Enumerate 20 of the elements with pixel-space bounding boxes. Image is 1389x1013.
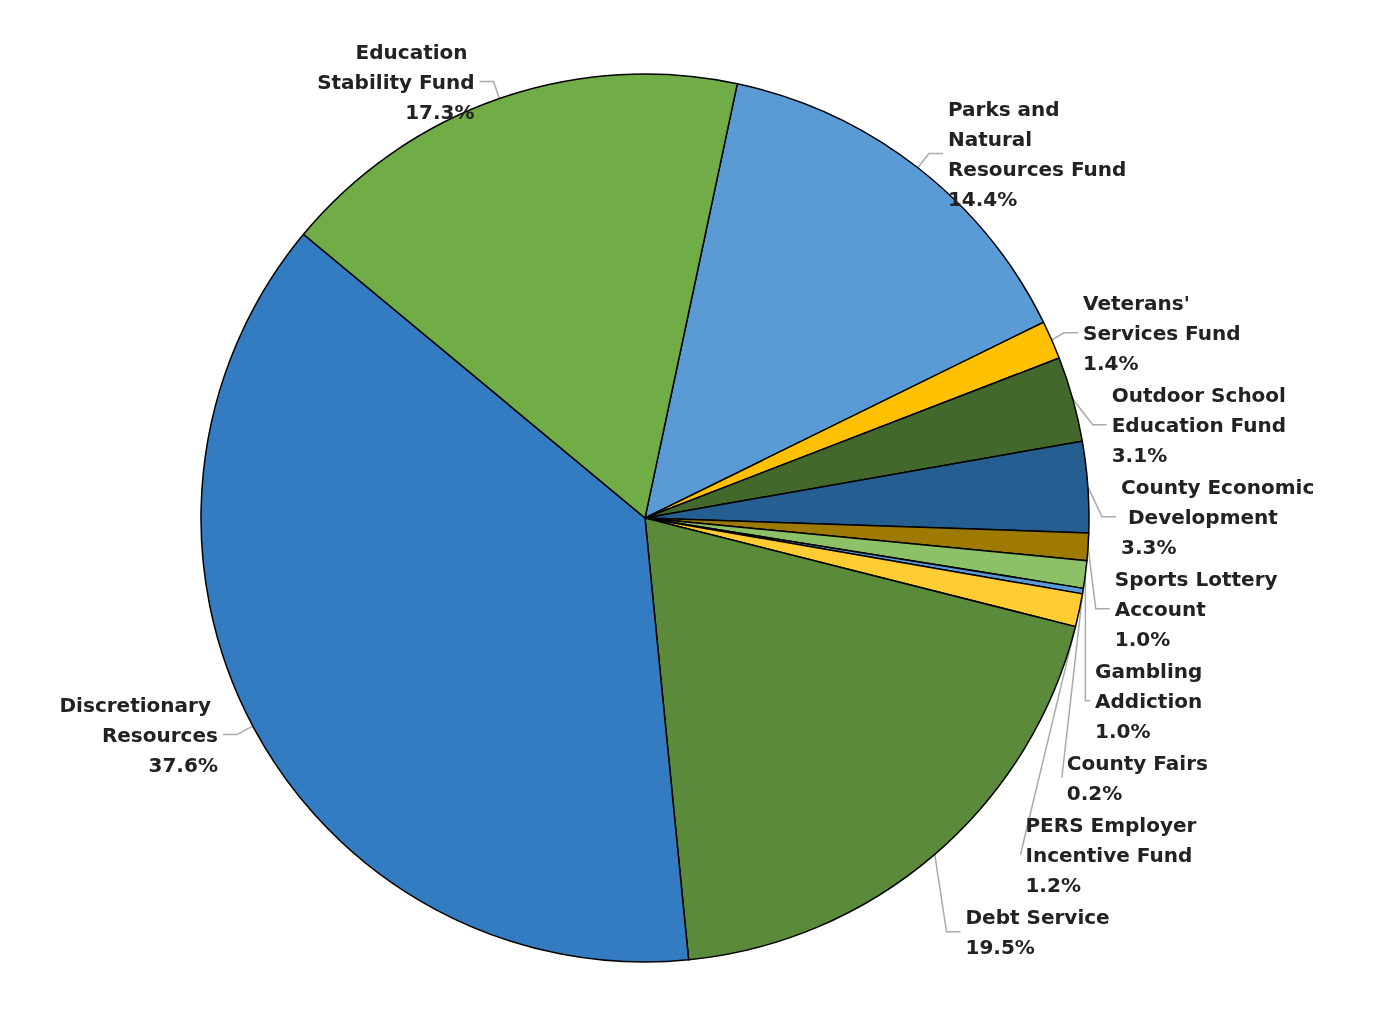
data-label: 3.1% xyxy=(1111,442,1168,467)
slice-label: Parks and Natural Resources Fund xyxy=(947,96,1127,181)
slice-label: Veterans' Services Fund xyxy=(1083,290,1241,345)
data-label: 1.0% xyxy=(1095,718,1151,743)
slice-label: PERS Employer Incentive Fund xyxy=(1025,812,1204,867)
slice-label: Outdoor School Education Fund xyxy=(1111,382,1293,437)
data-label: 1.0% xyxy=(1114,626,1171,651)
slice-label: Discretionary Resources xyxy=(59,692,218,747)
slice-label: County Economic Development xyxy=(1121,474,1315,529)
data-label: 19.5% xyxy=(965,934,1035,959)
slice-label: County Fairs xyxy=(1066,750,1208,775)
data-label: 1.4% xyxy=(1083,350,1139,375)
slice-label: Debt Service xyxy=(965,904,1110,929)
slice-label: Education Stability Fund xyxy=(317,39,475,94)
slice-label: Sports Lottery Account xyxy=(1114,566,1285,621)
data-label: 0.2% xyxy=(1066,780,1123,805)
slice-label: Gambling Addiction xyxy=(1095,658,1210,713)
data-label: 1.2% xyxy=(1025,872,1081,897)
data-label: 37.6% xyxy=(148,752,218,777)
data-label: 3.3% xyxy=(1121,534,1177,559)
